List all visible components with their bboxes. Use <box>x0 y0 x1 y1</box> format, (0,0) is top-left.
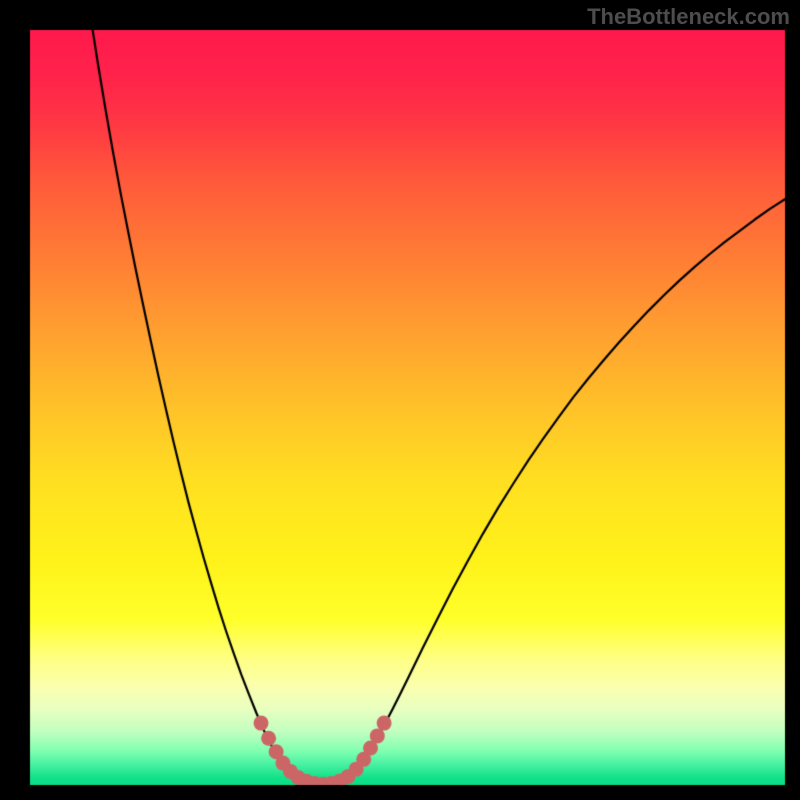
bottleneck-curve-chart <box>0 0 800 800</box>
attribution-link[interactable]: TheBottleneck.com <box>587 4 790 30</box>
